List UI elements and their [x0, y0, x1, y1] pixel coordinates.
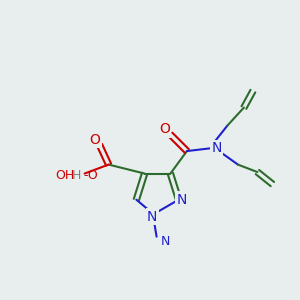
Text: N: N	[147, 210, 157, 224]
Text: O: O	[159, 122, 170, 136]
Text: H: H	[72, 169, 81, 182]
Text: OH: OH	[55, 169, 74, 182]
Text: N: N	[212, 141, 222, 155]
Text: N: N	[161, 235, 170, 248]
Text: O: O	[90, 133, 101, 147]
Text: N: N	[176, 193, 187, 207]
Text: -O: -O	[83, 169, 98, 182]
